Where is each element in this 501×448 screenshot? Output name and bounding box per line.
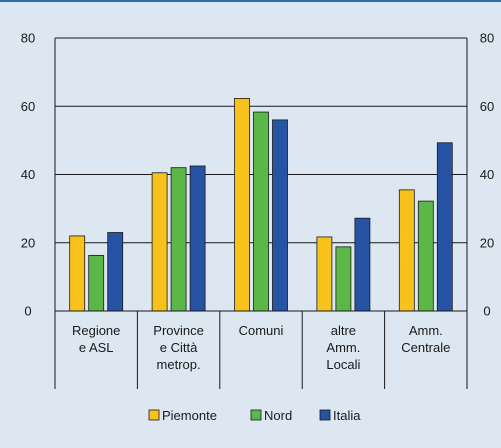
y-tick-left-0: 0 bbox=[24, 304, 31, 319]
category-label-line: Locali bbox=[326, 357, 360, 372]
category-label-3: altre Amm. Locali bbox=[326, 323, 360, 372]
category-label-line: Province bbox=[153, 323, 204, 338]
y-tick-left-20: 20 bbox=[21, 235, 35, 250]
bar-italia-0 bbox=[107, 232, 124, 312]
bar-piemonte-2 bbox=[234, 98, 250, 312]
category-label-line: Amm. bbox=[326, 340, 360, 355]
category-label-line: Centrale bbox=[401, 340, 450, 355]
bar-italia-1 bbox=[189, 165, 206, 312]
bars bbox=[69, 98, 453, 312]
axes bbox=[54, 38, 468, 389]
bar-piemonte-3 bbox=[316, 236, 333, 312]
bar-piemonte-4 bbox=[398, 189, 415, 312]
bar-nord-4 bbox=[417, 200, 434, 312]
category-label-line: altre bbox=[331, 323, 356, 338]
bar-italia-3 bbox=[354, 217, 371, 312]
category-label-line: Amm. bbox=[409, 323, 443, 338]
legend-label-italia: Italia bbox=[333, 408, 361, 423]
legend-swatch-italia bbox=[319, 409, 331, 421]
y-tick-left-80: 80 bbox=[21, 31, 35, 46]
y-tick-right-80: 80 bbox=[480, 31, 494, 46]
category-label-1: Province e Città metrop. bbox=[153, 323, 204, 372]
category-label-line: metrop. bbox=[157, 357, 201, 372]
y-tick-right-40: 40 bbox=[480, 167, 494, 182]
y-tick-left-40: 40 bbox=[21, 167, 35, 182]
category-label-2: Comuni bbox=[239, 323, 284, 338]
bar-nord-0 bbox=[88, 254, 105, 312]
category-labels: Regione e ASL Province e Città metrop. Comuni… bbox=[72, 323, 450, 372]
category-label-0: Regione e ASL bbox=[72, 323, 120, 355]
tick-labels: 0 0 20 20 40 40 60 60 80 80 bbox=[21, 31, 494, 319]
category-label-line: e ASL bbox=[79, 340, 114, 355]
y-tick-right-60: 60 bbox=[480, 99, 494, 114]
legend-item-piemonte: Piemonte bbox=[148, 408, 217, 423]
bar-nord-1 bbox=[170, 167, 187, 312]
category-label-4: Amm. Centrale bbox=[401, 323, 450, 355]
legend-swatch-nord bbox=[250, 409, 262, 421]
bar-piemonte-0 bbox=[69, 235, 86, 312]
bar-nord-2 bbox=[253, 111, 269, 312]
legend-swatch-piemonte bbox=[148, 409, 160, 421]
legend-item-nord: Nord bbox=[250, 408, 292, 423]
bar-italia-2 bbox=[272, 119, 288, 312]
legend-label-piemonte: Piemonte bbox=[162, 408, 217, 423]
y-tick-right-0: 0 bbox=[483, 304, 490, 319]
category-label-line: Regione bbox=[72, 323, 120, 338]
bar-nord-3 bbox=[335, 246, 352, 312]
legend: Piemonte Nord Italia bbox=[148, 408, 361, 423]
bar-piemonte-1 bbox=[151, 172, 168, 312]
bar-italia-4 bbox=[436, 142, 453, 312]
category-label-line: e Città bbox=[160, 340, 198, 355]
y-tick-left-60: 60 bbox=[21, 99, 35, 114]
category-label-line: Comuni bbox=[239, 323, 284, 338]
legend-item-italia: Italia bbox=[319, 408, 361, 423]
legend-label-nord: Nord bbox=[264, 408, 292, 423]
y-tick-right-20: 20 bbox=[480, 235, 494, 250]
